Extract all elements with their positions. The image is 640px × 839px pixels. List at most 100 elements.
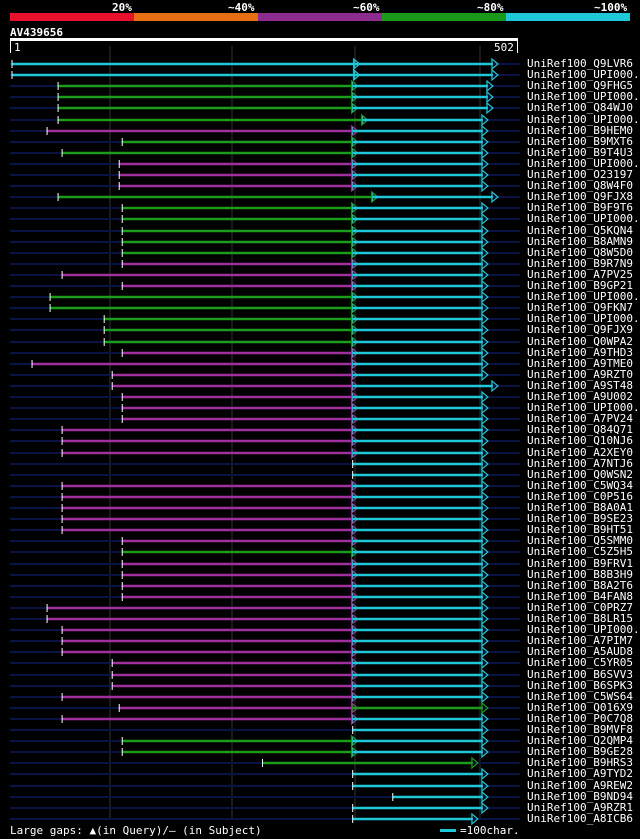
hit-arrow-icon: [351, 557, 359, 571]
hit-link[interactable]: UniRef100_B6SVV3: [527, 668, 633, 681]
hit-arrow-icon: [351, 212, 359, 226]
legend-swatch-80: [382, 13, 506, 21]
hit-link[interactable]: UniRef100_Q9LVR6: [527, 57, 633, 70]
hit-link[interactable]: UniRef100_UPI000...: [527, 623, 640, 636]
hit-link[interactable]: UniRef100_UPI000...: [527, 68, 640, 81]
hit-link[interactable]: UniRef100_B8A2T6: [527, 579, 633, 592]
hit-link[interactable]: UniRef100_Q5SMM0: [527, 534, 633, 547]
hit-arrow-icon: [351, 423, 359, 437]
hit-link[interactable]: UniRef100_A9U002: [527, 390, 633, 403]
hit-link[interactable]: UniRef100_UPI000...: [527, 290, 640, 303]
hit-arrow-icon: [351, 101, 359, 115]
hit-link[interactable]: UniRef100_B9FRV1: [527, 557, 633, 570]
hit-link[interactable]: UniRef100_A5AUD8: [527, 645, 633, 658]
hit-link[interactable]: UniRef100_B9ND94: [527, 790, 633, 803]
hit-link[interactable]: UniRef100_UPI000...: [527, 157, 640, 170]
hit-link[interactable]: UniRef100_Q9FKN7: [527, 301, 633, 314]
hit-arrow-icon: [481, 224, 489, 238]
hit-link[interactable]: UniRef100_B9HT51: [527, 523, 633, 536]
hit-link[interactable]: UniRef100_B4FAN8: [527, 590, 633, 603]
hit-link[interactable]: UniRef100_A9TME0: [527, 357, 633, 370]
hit-link[interactable]: UniRef100_A9RZR1: [527, 801, 633, 814]
hit-link[interactable]: UniRef100_B8AMN9: [527, 235, 633, 248]
hit-arrow-icon: [481, 135, 489, 149]
hit-link[interactable]: UniRef100_UPI000...: [527, 312, 640, 325]
legend-swatch-40: [134, 13, 258, 21]
hit-arrow-icon: [486, 101, 494, 115]
hit-link[interactable]: UniRef100_Q0WSN2: [527, 468, 633, 481]
hit-arrow-icon: [481, 545, 489, 559]
hit-link[interactable]: UniRef100_C5WQ34: [527, 479, 633, 492]
hit-arrow-icon: [351, 346, 359, 360]
hit-arrow-icon: [351, 523, 359, 537]
hit-arrow-icon: [351, 712, 359, 726]
hit-link[interactable]: UniRef100_B9MVF8: [527, 723, 633, 736]
hit-link[interactable]: UniRef100_B9R7N9: [527, 257, 633, 270]
hit-link[interactable]: UniRef100_A7PIM7: [527, 634, 633, 647]
hit-link[interactable]: UniRef100_A2XEY0: [527, 446, 633, 459]
hit-link[interactable]: UniRef100_Q9FJX9: [527, 323, 633, 336]
hit-link[interactable]: UniRef100_A9THD3: [527, 346, 633, 359]
hit-link[interactable]: UniRef100_UPI000...: [527, 113, 640, 126]
hit-arrow-icon: [351, 734, 359, 748]
hit-link[interactable]: UniRef100_B9MXT6: [527, 135, 633, 148]
hit-link[interactable]: UniRef100_A9RZT0: [527, 368, 633, 381]
hit-arrow-icon: [351, 668, 359, 682]
hit-link[interactable]: UniRef100_Q8W5D0: [527, 246, 633, 259]
hit-arrow-icon: [351, 168, 359, 182]
hit-link[interactable]: UniRef100_B9SE23: [527, 512, 633, 525]
hit-link[interactable]: UniRef100_A7PV24: [527, 412, 633, 425]
hit-link[interactable]: UniRef100_B6SPK3: [527, 679, 633, 692]
legend-label-40: ~40%: [228, 1, 255, 14]
hit-link[interactable]: UniRef100_A7PV25: [527, 268, 633, 281]
hit-arrow-icon: [481, 323, 489, 337]
hit-link[interactable]: UniRef100_Q8W4F0: [527, 179, 633, 192]
hit-arrow-icon: [351, 534, 359, 548]
hit-link[interactable]: UniRef100_O23197: [527, 168, 633, 181]
hit-arrow-icon: [481, 679, 489, 693]
hit-arrow-icon: [486, 79, 494, 93]
hit-link[interactable]: UniRef100_P0C7Q8: [527, 712, 633, 725]
hit-link[interactable]: UniRef100_Q9FJX8: [527, 190, 633, 203]
hit-link[interactable]: UniRef100_Q2QMP4: [527, 734, 633, 747]
hit-link[interactable]: UniRef100_B9HEM0: [527, 124, 633, 137]
hit-link[interactable]: UniRef100_Q10NJ6: [527, 434, 633, 447]
hit-link[interactable]: UniRef100_Q84Q71: [527, 423, 633, 436]
hit-link[interactable]: UniRef100_A9REW2: [527, 779, 633, 792]
hit-link[interactable]: UniRef100_Q016X9: [527, 701, 633, 714]
hit-link[interactable]: UniRef100_UPI000...: [527, 90, 640, 103]
hit-link[interactable]: UniRef100_C0PRZ7: [527, 601, 633, 614]
hit-link[interactable]: UniRef100_B9F9T6: [527, 201, 633, 214]
hit-link[interactable]: UniRef100_B9GP21: [527, 279, 633, 292]
ruler-end-tick: [517, 41, 518, 53]
hit-link[interactable]: UniRef100_A7NTJ6: [527, 457, 633, 470]
hit-link[interactable]: UniRef100_B8B3H9: [527, 568, 633, 581]
hit-link[interactable]: UniRef100_A8ICB6: [527, 812, 633, 825]
hit-link[interactable]: UniRef100_B8A0A1: [527, 501, 633, 514]
hit-link[interactable]: UniRef100_A9TYD2: [527, 767, 633, 780]
hit-link[interactable]: UniRef100_B9GE28: [527, 745, 633, 758]
hit-link[interactable]: UniRef100_C0P516: [527, 490, 633, 503]
hit-link[interactable]: UniRef100_B8LR15: [527, 612, 633, 625]
hit-arrow-icon: [471, 756, 479, 770]
hit-link[interactable]: UniRef100_Q5KQN4: [527, 224, 633, 237]
hit-arrow-icon: [353, 68, 361, 82]
hit-link[interactable]: UniRef100_B9HRS3: [527, 756, 633, 769]
hit-arrow-icon: [481, 179, 489, 193]
hit-link[interactable]: UniRef100_Q84WJ0: [527, 101, 633, 114]
hit-link[interactable]: UniRef100_C5Z5H5: [527, 545, 633, 558]
hit-link[interactable]: UniRef100_C5WS64: [527, 690, 633, 703]
hit-link[interactable]: UniRef100_UPI000...: [527, 401, 640, 414]
hit-arrow-icon: [491, 190, 499, 204]
hit-link[interactable]: UniRef100_Q0WPA2: [527, 335, 633, 348]
hit-arrow-icon: [351, 157, 359, 171]
hit-arrow-icon: [481, 712, 489, 726]
hit-link[interactable]: UniRef100_A9ST48: [527, 379, 633, 392]
hit-arrow-icon: [481, 701, 489, 715]
hit-link[interactable]: UniRef100_UPI000...: [527, 212, 640, 225]
hit-arrow-icon: [481, 201, 489, 215]
hit-link[interactable]: UniRef100_C5YR05: [527, 656, 633, 669]
hit-arrow-icon: [481, 601, 489, 615]
hit-link[interactable]: UniRef100_Q9FHG5: [527, 79, 633, 92]
hit-link[interactable]: UniRef100_B9T4U3: [527, 146, 633, 159]
